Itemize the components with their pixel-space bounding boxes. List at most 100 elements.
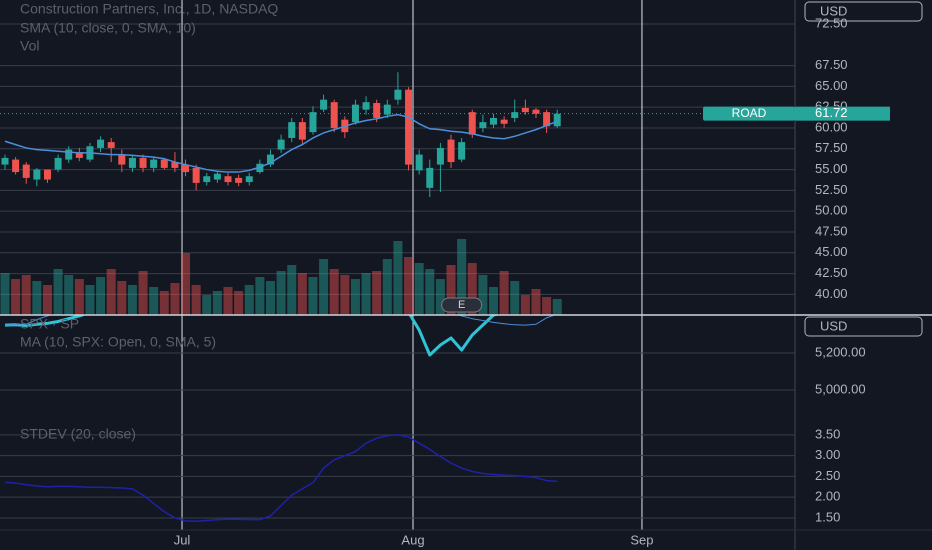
candle-body (245, 176, 253, 183)
candle-body (490, 117, 498, 125)
volume-bar (42, 285, 52, 315)
volume-bar (191, 285, 201, 315)
candle-body (75, 152, 83, 158)
candle-body (479, 122, 487, 128)
candle-body (362, 102, 370, 110)
candle-body (458, 142, 466, 160)
volume-bar (297, 273, 307, 315)
candle-body (160, 159, 168, 168)
volume-bar (287, 265, 297, 315)
candle-body (54, 157, 62, 170)
earnings-badge (441, 297, 483, 313)
volume-bar (181, 253, 191, 315)
candle-body (543, 112, 551, 127)
y-tick-label: 72.50 (815, 15, 848, 30)
currency-label[interactable]: USD (820, 318, 847, 333)
symbol-title: Construction Partners, Inc., 1D, NASDAQ (20, 1, 278, 17)
y-tick-label: 52.50 (815, 182, 848, 197)
volume-bar (96, 277, 106, 315)
y-tick-label: 67.50 (815, 57, 848, 72)
y-tick-label: 2.50 (815, 468, 840, 483)
candle-body (553, 113, 561, 127)
candle-body (118, 154, 126, 165)
volume-bar (531, 289, 541, 315)
volume-bar (276, 271, 286, 315)
y-tick-label: 55.00 (815, 161, 848, 176)
volume-bar (265, 281, 275, 315)
y-tick-label: 60.00 (815, 119, 848, 134)
candle-body (468, 112, 476, 135)
candle-body (171, 162, 179, 168)
pane (4, 315, 557, 357)
candle-body (256, 163, 264, 173)
volume-bar (382, 259, 392, 315)
volume-bar (202, 295, 212, 315)
volume-bar (446, 265, 456, 315)
volume-bar (244, 285, 254, 315)
volume-bar (520, 295, 530, 315)
x-tick-label: Sep (630, 532, 653, 547)
y-tick-label: 57.50 (815, 140, 848, 155)
candle-body (12, 159, 20, 173)
y-tick-label: 3.00 (815, 447, 840, 462)
volume-bar (159, 291, 169, 315)
volume-bar (308, 277, 318, 315)
symbol-tag (703, 106, 795, 121)
x-tick-label: Jul (174, 532, 191, 547)
candle-body (288, 122, 296, 138)
volume-bar (234, 291, 244, 315)
candle-body (511, 112, 519, 118)
candle-body (532, 109, 540, 114)
pane (4, 434, 558, 523)
volume-legend: Vol (20, 38, 39, 54)
candle-body (266, 154, 274, 165)
candle-body (235, 177, 243, 183)
candle-body (107, 142, 115, 148)
volume-bar (32, 281, 42, 315)
y-tick-label: 40.00 (815, 286, 848, 301)
currency-badge[interactable] (804, 1, 923, 22)
mark-layer: E (0, 72, 562, 523)
y-tick-label: 50.00 (815, 203, 848, 218)
volume-bar (127, 285, 137, 315)
candle-body (33, 169, 41, 180)
price-tag (795, 106, 890, 121)
candle-body (394, 89, 402, 100)
volume-bar (117, 281, 127, 315)
series-line (4, 315, 500, 357)
y-tick-label: 47.50 (815, 223, 848, 238)
volume-bar (106, 269, 116, 315)
compare-legend: SPX · SP (20, 316, 79, 332)
y-tick-label: 1.50 (815, 509, 840, 524)
volume-bar (149, 287, 159, 315)
candle-body (500, 119, 508, 124)
volume-bar (170, 283, 180, 315)
volume-bar (414, 263, 424, 315)
volume-bar (499, 271, 509, 315)
volume-bar (510, 281, 520, 315)
currency-label[interactable]: USD (820, 3, 847, 18)
price-tag-label: 61.72 (815, 105, 848, 120)
volume-bar (319, 259, 329, 315)
candle-body (373, 103, 381, 118)
y-tick-label: 3.50 (815, 426, 840, 441)
y-tick-label: 42.50 (815, 265, 848, 280)
volume-bar (425, 269, 435, 315)
volume-bar (255, 277, 265, 315)
currency-badge[interactable] (804, 316, 923, 337)
ma-legend: MA (10, SPX: Open, 0, SMA, 5) (20, 334, 216, 350)
series-line (4, 434, 558, 523)
volume-bar (212, 291, 222, 315)
volume-bar (53, 269, 63, 315)
volume-bar (0, 273, 10, 315)
candle-body (405, 89, 413, 165)
candle-body (203, 176, 211, 183)
candle-body (426, 167, 434, 188)
volume-bar (340, 275, 350, 315)
indicator-legend: SMA (10, close, 0, SMA, 10) (20, 20, 196, 36)
volume-bar (21, 275, 31, 315)
volume-bar (457, 239, 467, 315)
volume-bar (329, 269, 339, 315)
